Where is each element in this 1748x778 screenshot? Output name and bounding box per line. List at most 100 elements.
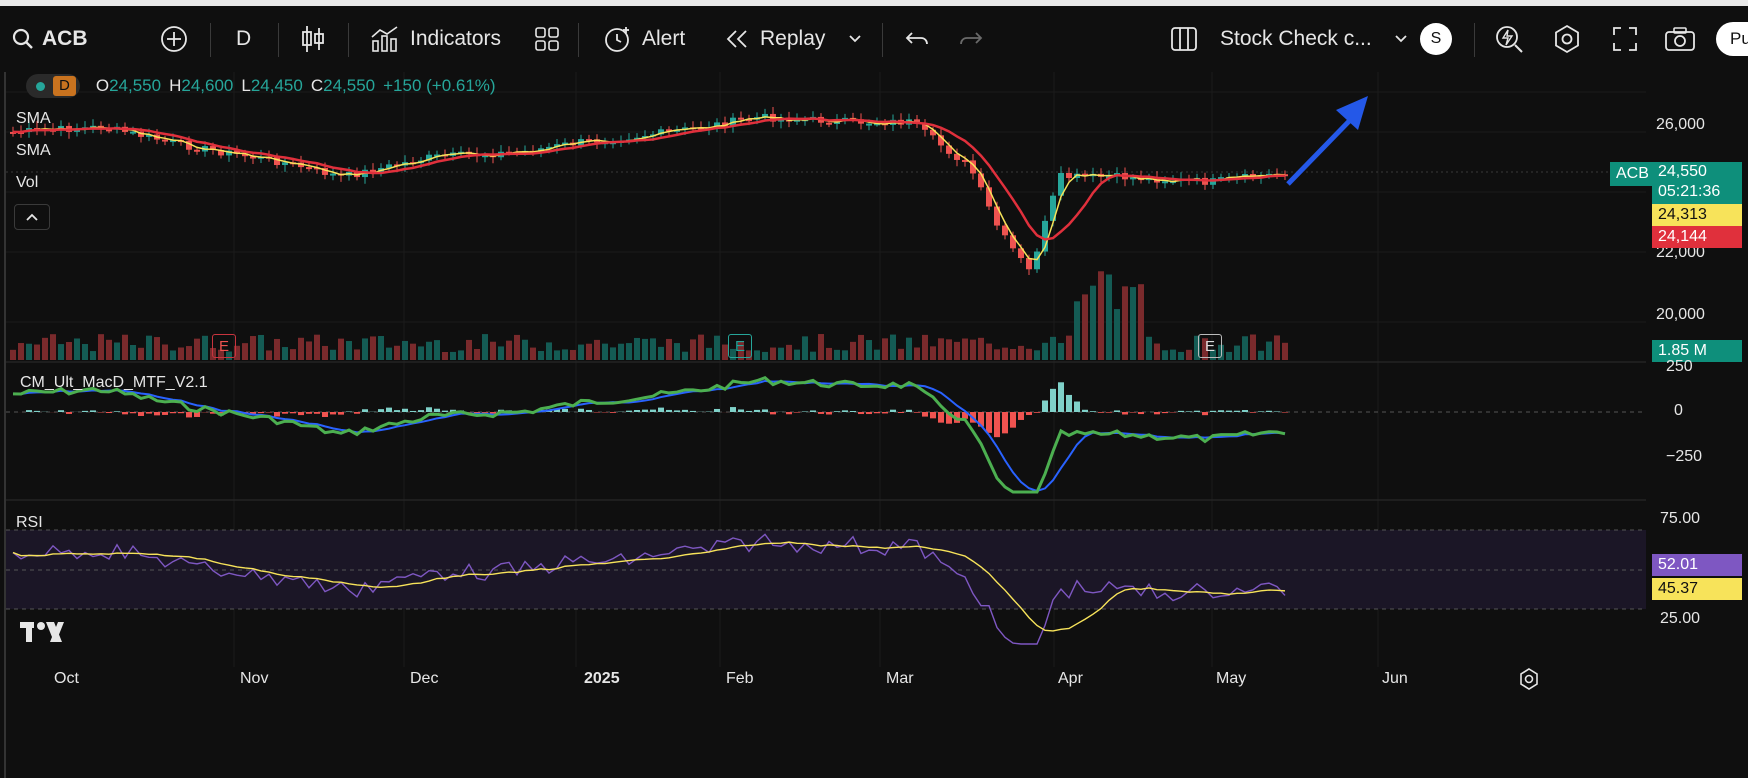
volume-bar [1178, 351, 1184, 360]
macd-histogram-bar [90, 410, 96, 412]
volume-bar [938, 338, 944, 360]
macd-histogram-bar [474, 412, 480, 414]
macd-histogram-bar [170, 412, 176, 414]
volume-bar [1106, 274, 1112, 360]
macd-histogram-bar [1210, 410, 1216, 412]
templates-button[interactable] [534, 6, 560, 72]
macd-histogram-bar [626, 410, 632, 412]
alert-button[interactable]: Alert [602, 6, 685, 72]
macd-histogram-bar [634, 409, 640, 412]
snapshot-button[interactable] [1664, 6, 1696, 72]
volume-bar [58, 344, 64, 360]
volume-bar [290, 349, 296, 360]
macd-histogram-bar [610, 412, 616, 413]
volume-bar [402, 340, 408, 360]
tradingview-logo[interactable] [20, 620, 64, 649]
macd-title[interactable]: CM_Ult_MacD_MTF_V2.1 [20, 374, 208, 391]
volume-bar [946, 339, 952, 360]
macd-histogram-bar [82, 410, 88, 412]
macd-histogram-bar [1178, 410, 1184, 412]
volume-bar [410, 343, 416, 360]
symbol-name: ACB [42, 27, 88, 50]
volume-bar [266, 350, 272, 360]
macd-histogram-bar [1018, 412, 1024, 420]
layout-setup-button[interactable] [1170, 6, 1198, 72]
price-candle [186, 140, 192, 150]
earnings-marker[interactable]: E [212, 334, 236, 358]
macd-histogram-bar [394, 410, 400, 412]
macd-histogram-bar [138, 412, 144, 416]
redo-button[interactable] [958, 6, 984, 72]
volume-bar [626, 343, 632, 360]
price-candle [970, 160, 976, 174]
earnings-marker[interactable]: E [728, 334, 752, 358]
macd-histogram-bar [1010, 412, 1016, 428]
layout-name-menu[interactable]: Stock Check c... [1220, 6, 1408, 72]
macd-axis-label: −250 [1666, 448, 1703, 465]
volume-legend[interactable]: Vol [16, 174, 39, 191]
publish-button[interactable]: Pu [1716, 6, 1748, 72]
account-avatar[interactable]: S [1420, 6, 1452, 72]
macd-histogram-bar [850, 410, 856, 412]
time-axis-label: May [1216, 670, 1247, 687]
sma-fast-legend[interactable]: SMA [16, 110, 51, 127]
chart-type-button[interactable] [300, 6, 326, 72]
macd-histogram-bar [1274, 411, 1280, 412]
macd-histogram-bar [282, 412, 288, 414]
macd-histogram-bar [1050, 388, 1056, 412]
compare-symbol-button[interactable] [160, 6, 188, 72]
macd-histogram-bar [130, 412, 136, 414]
quick-search-button[interactable] [1494, 6, 1524, 72]
macd-histogram-bar [658, 407, 664, 412]
volume-bar [474, 348, 480, 360]
replay-button[interactable]: Replay [724, 6, 825, 72]
volume-bar [722, 344, 728, 360]
price-candle [1082, 173, 1088, 177]
symbol-search[interactable]: ACB [12, 6, 88, 72]
undo-button[interactable] [904, 6, 930, 72]
volume-bar [586, 343, 592, 360]
volume-bar [826, 347, 832, 360]
volume-bar [514, 334, 520, 360]
rsi-axis-label: 75.00 [1660, 510, 1701, 527]
indicators-button[interactable]: Indicators [370, 6, 501, 72]
settings-button[interactable] [1552, 6, 1582, 72]
fullscreen-icon [1613, 27, 1637, 51]
redo-icon [960, 32, 983, 45]
replay-dropdown[interactable] [848, 6, 862, 72]
price-axis-label: 22,000 [1656, 244, 1705, 261]
volume-bar [1186, 349, 1192, 360]
price-candle [866, 123, 872, 126]
volume-bar [282, 347, 288, 360]
volume-bar [1170, 349, 1176, 360]
volume-bar [930, 346, 936, 360]
volume-bar [98, 334, 104, 360]
volume-bar [394, 345, 400, 360]
earnings-marker[interactable]: E [1198, 334, 1222, 358]
volume-bar [74, 338, 80, 360]
chart-area[interactable]: D O 24,550 H 24,600 L 24,450 C 24,550 +150 (… [4, 72, 1748, 778]
chart-canvas[interactable] [6, 72, 1748, 778]
rsi-line [12, 533, 1286, 645]
volume-bar [1114, 309, 1120, 360]
collapse-legend-button[interactable] [14, 204, 50, 230]
price-candle [234, 150, 240, 154]
macd-histogram-bar [26, 410, 32, 412]
fullscreen-button[interactable] [1612, 6, 1638, 72]
rsi-title[interactable]: RSI [16, 514, 43, 531]
volume-bar [370, 336, 376, 360]
volume-bar [490, 341, 496, 360]
macd-histogram-bar [714, 408, 720, 412]
time-axis-label: Apr [1058, 670, 1083, 687]
price-candle [482, 155, 488, 158]
macd-histogram-bar [578, 408, 584, 412]
grid-icon [535, 27, 559, 51]
interval-button[interactable]: D [236, 6, 251, 72]
volume-bar [1146, 336, 1152, 360]
volume-bar [258, 334, 264, 360]
macd-histogram-bar [930, 412, 936, 419]
chart-settings-button[interactable] [1518, 668, 1540, 695]
sma-slow-legend[interactable]: SMA [16, 142, 51, 159]
chevron-down-icon [1395, 35, 1407, 43]
macd-histogram-bar [1074, 401, 1080, 412]
